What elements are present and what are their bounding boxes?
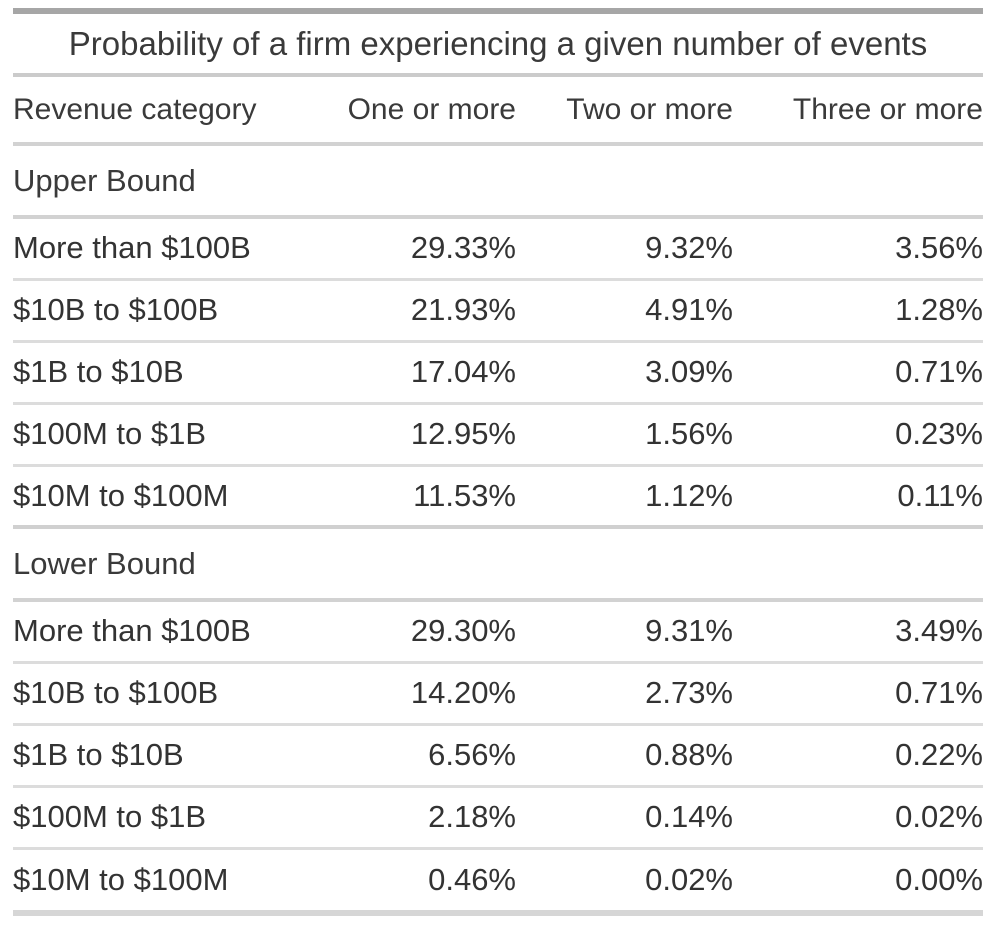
cell-category: $10B to $100B — [13, 662, 273, 726]
cell-one-or-more: 2.18% — [273, 786, 516, 850]
cell-category: $100M to $1B — [13, 403, 273, 467]
cell-two-or-more: 0.88% — [516, 724, 733, 788]
cell-one-or-more: 17.04% — [273, 341, 516, 405]
cell-three-or-more: 0.22% — [733, 724, 983, 788]
cell-one-or-more: 21.93% — [273, 279, 516, 343]
cell-two-or-more: 2.73% — [516, 662, 733, 726]
cell-category: More than $100B — [13, 217, 273, 281]
table-row: $100M to $1B 2.18% 0.14% 0.02% — [13, 786, 983, 850]
cell-three-or-more: 0.71% — [733, 341, 983, 405]
section-header-lower-bound: Lower Bound — [13, 527, 983, 602]
cell-three-or-more: 3.49% — [733, 600, 983, 664]
table-row: $1B to $10B 6.56% 0.88% 0.22% — [13, 724, 983, 788]
cell-one-or-more: 14.20% — [273, 662, 516, 726]
cell-one-or-more: 0.46% — [428, 861, 516, 897]
cell-two-or-more: 0.14% — [516, 786, 733, 850]
cell-three-or-more: 1.28% — [733, 279, 983, 343]
section-label: Upper Bound — [13, 144, 983, 219]
cell-three-or-more: 3.56% — [733, 217, 983, 281]
cell-category: $10M to $100M — [13, 861, 229, 897]
cell-two-or-more: 1.56% — [516, 403, 733, 467]
col-header-three-or-more: Three or more — [733, 77, 983, 146]
table-title: Probability of a firm experiencing a giv… — [13, 14, 983, 77]
header-row: Revenue category One or more Two or more… — [13, 77, 983, 146]
cell-one-or-more: 12.95% — [273, 403, 516, 467]
section-label: Lower Bound — [13, 527, 983, 602]
cell-two-or-more: 9.31% — [516, 600, 733, 664]
cell-three-or-more: 0.00% — [895, 861, 983, 897]
cell-category: $100M to $1B — [13, 786, 273, 850]
cell-one-or-more: 29.33% — [273, 217, 516, 281]
col-header-two-or-more: Two or more — [516, 77, 733, 146]
cell-two-or-more: 1.12% — [516, 465, 733, 529]
cell-category: $1B to $10B — [13, 724, 273, 788]
table-row: More than $100B 29.30% 9.31% 3.49% — [13, 600, 983, 664]
table-row: $10M to $100M 0.46% 0.02% 0.00% — [13, 848, 983, 910]
cell-category: $10B to $100B — [13, 279, 273, 343]
cell-two-or-more: 9.32% — [516, 217, 733, 281]
table-row: $10M to $100M 11.53% 1.12% 0.11% — [13, 465, 983, 529]
cell-two-or-more: 0.02% — [645, 861, 733, 897]
table-row: $10B to $100B 21.93% 4.91% 1.28% — [13, 279, 983, 343]
cell-category: $10M to $100M — [13, 465, 273, 529]
cell-category: $1B to $10B — [13, 341, 273, 405]
col-header-one-or-more: One or more — [273, 77, 516, 146]
cell-three-or-more: 0.02% — [733, 786, 983, 850]
col-header-revenue-category: Revenue category — [13, 77, 273, 146]
table-row: More than $100B 29.33% 9.32% 3.56% — [13, 217, 983, 281]
cell-three-or-more: 0.71% — [733, 662, 983, 726]
table-row: $100M to $1B 12.95% 1.56% 0.23% — [13, 403, 983, 467]
cell-three-or-more: 0.23% — [733, 403, 983, 467]
top-border-bar — [13, 8, 983, 14]
cell-one-or-more: 11.53% — [273, 465, 516, 529]
cell-one-or-more: 6.56% — [273, 724, 516, 788]
cell-three-or-more: 0.11% — [733, 465, 983, 529]
probability-table: Revenue category One or more Two or more… — [13, 77, 983, 910]
table-row: $10B to $100B 14.20% 2.73% 0.71% — [13, 662, 983, 726]
cell-two-or-more: 4.91% — [516, 279, 733, 343]
bottom-border-bar — [13, 910, 983, 916]
cell-two-or-more: 3.09% — [516, 341, 733, 405]
cell-category: More than $100B — [13, 600, 273, 664]
table-row: $1B to $10B 17.04% 3.09% 0.71% — [13, 341, 983, 405]
section-header-upper-bound: Upper Bound — [13, 144, 983, 219]
cell-one-or-more: 29.30% — [273, 600, 516, 664]
